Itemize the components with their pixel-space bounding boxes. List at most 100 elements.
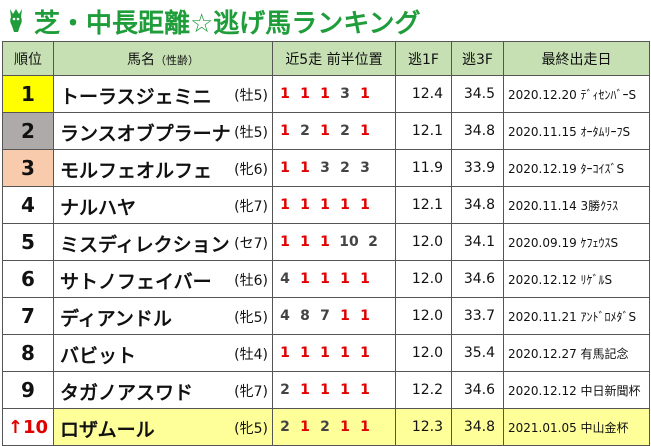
position-value: 1 — [360, 382, 370, 398]
horse-name: タガノアスワド — [60, 382, 194, 404]
position-value: 2 — [300, 123, 310, 139]
table-row: 8 バビット (牡4) 1 1 1 1 1 12.0 35.4 2020.12.27 有馬記念 — [2, 334, 650, 372]
table-row: 3 モルフェオルフェ (牝6) 1 1 3 2 3 11.9 33.9 2020.12.19 ﾀｰｺ… — [2, 149, 650, 187]
position-value: 4 — [280, 271, 290, 287]
position-value: 1 — [320, 345, 330, 361]
last-race: 2020.12.19 ﾀｰｺｲｽﾞS — [503, 149, 650, 187]
position-value: 1 — [280, 86, 290, 102]
last-race: 2020.12.12 中日新聞杯 — [503, 371, 650, 409]
table-row: 7 ディアンドル (牝5) 4 8 7 1 1 12.0 33.7 2020.11.21 ｱﾝﾄﾞﾛ… — [2, 297, 650, 335]
rank-cell: 4 — [2, 186, 54, 224]
position-value: 1 — [340, 345, 350, 361]
last-race: 2020.11.21 ｱﾝﾄﾞﾛﾒﾀﾞS — [503, 297, 650, 335]
col-header-positions: 近5走 前半位置 — [272, 41, 396, 76]
f3-time: 34.6 — [451, 260, 504, 298]
table-row: 6 サトノフェイバー (牡6) 4 1 1 1 1 12.0 34.6 2020.12.12 ﾘｹﾞ… — [2, 260, 650, 298]
horse-name-cell: ランスオブプラーナ (牡5) — [53, 112, 273, 150]
position-value: 2 — [320, 419, 330, 435]
col-header-f1: 逃1F — [395, 41, 452, 76]
header: 芝・中長距離☆逃げ馬ランキング — [0, 0, 651, 40]
position-value: 1 — [300, 197, 310, 213]
f1-time: 12.0 — [395, 297, 452, 335]
table-row: 9 タガノアスワド (牝7) 2 1 1 1 1 12.2 34.6 2020.12.12 中日新聞… — [2, 371, 650, 409]
position-value: 1 — [320, 123, 330, 139]
f3-time: 35.4 — [451, 334, 504, 372]
f3-time: 34.8 — [451, 186, 504, 224]
position-value: 4 — [280, 308, 290, 324]
horse-name: サトノフェイバー — [60, 271, 212, 293]
last-race: 2020.11.15 ｵｰﾀﾑﾘｰﾌS — [503, 112, 650, 150]
f3-time: 34.5 — [451, 75, 504, 113]
horse-head-icon — [10, 9, 22, 32]
positions-cell: 1 1 1 10 2 — [272, 223, 396, 261]
rank-cell: 7 — [2, 297, 54, 335]
last-race: 2020.09.19 ｹﾌｪｳｽS — [503, 223, 650, 261]
col-header-rank: 順位 — [2, 41, 54, 76]
sex-age: (牡6) — [234, 273, 268, 289]
position-value: 2 — [280, 419, 290, 435]
position-value: 2 — [340, 160, 350, 176]
rank-cell: 3 — [2, 149, 54, 187]
position-value: 1 — [300, 160, 310, 176]
position-value: 10 — [339, 234, 359, 250]
position-value: 8 — [300, 308, 310, 324]
f1-time: 12.0 — [395, 260, 452, 298]
table-row: 4 ナルハヤ (牝7) 1 1 1 1 1 12.1 34.8 2020.11.14 3勝ｸﾗｽ — [2, 186, 650, 224]
position-value: 3 — [360, 160, 370, 176]
table-row: 5 ミスディレクション (セ7) 1 1 1 10 2 12.0 34.1 2020.09.19 ｹ… — [2, 223, 650, 261]
f1-time: 12.1 — [395, 112, 452, 150]
rank-cell: 9 — [2, 371, 54, 409]
position-value: 2 — [280, 382, 290, 398]
table-row: 2 ランスオブプラーナ (牡5) 1 2 1 2 1 12.1 34.8 2020.11.15 ｵｰ… — [2, 112, 650, 150]
table-header-row: 順位 馬名（性齢） 近5走 前半位置 逃1F 逃3F 最終出走日 — [2, 41, 650, 76]
horse-name-cell: トーラスジェミニ (牡5) — [53, 75, 273, 113]
f1-time: 12.2 — [395, 371, 452, 409]
horse-name: ディアンドル — [60, 308, 172, 330]
f3-time: 34.6 — [451, 371, 504, 409]
position-value: 3 — [340, 86, 350, 102]
f1-time: 12.0 — [395, 334, 452, 372]
sex-age: (セ7) — [234, 236, 268, 252]
position-value: 1 — [340, 419, 350, 435]
position-value: 3 — [320, 160, 330, 176]
col-header-f3: 逃3F — [451, 41, 504, 76]
f1-time: 12.0 — [395, 223, 452, 261]
position-value: 2 — [368, 234, 378, 250]
position-value: 1 — [280, 160, 290, 176]
position-value: 1 — [360, 308, 370, 324]
sex-age: (牡5) — [234, 88, 268, 104]
position-value: 1 — [360, 271, 370, 287]
position-value: 1 — [280, 345, 290, 361]
position-value: 1 — [340, 271, 350, 287]
horse-name-cell: ナルハヤ (牝7) — [53, 186, 273, 224]
sex-age: (牡4) — [234, 347, 268, 363]
col-header-name: 馬名（性齢） — [53, 41, 273, 76]
position-value: 1 — [360, 419, 370, 435]
horse-name-cell: モルフェオルフェ (牝6) — [53, 149, 273, 187]
rank-cell: 2 — [2, 112, 54, 150]
sex-age: (牝7) — [234, 384, 268, 400]
position-value: 1 — [300, 234, 310, 250]
sex-age: (牝7) — [234, 199, 268, 215]
position-value: 1 — [340, 308, 350, 324]
rank-cell: 5 — [2, 223, 54, 261]
position-value: 1 — [320, 271, 330, 287]
position-value: 1 — [360, 123, 370, 139]
sex-age: (牡5) — [234, 125, 268, 141]
rank-cell: 6 — [2, 260, 54, 298]
f3-time: 33.7 — [451, 297, 504, 335]
last-race: 2020.12.27 有馬記念 — [503, 334, 650, 372]
position-value: 1 — [300, 419, 310, 435]
f1-time: 12.1 — [395, 186, 452, 224]
table-row: 1 トーラスジェミニ (牡5) 1 1 1 3 1 12.4 34.5 2020.12.20 ﾃﾞｨ… — [2, 75, 650, 113]
horse-name: ロザムール — [60, 419, 155, 441]
f1-time: 11.9 — [395, 149, 452, 187]
horse-name: ミスディレクション — [60, 234, 230, 256]
